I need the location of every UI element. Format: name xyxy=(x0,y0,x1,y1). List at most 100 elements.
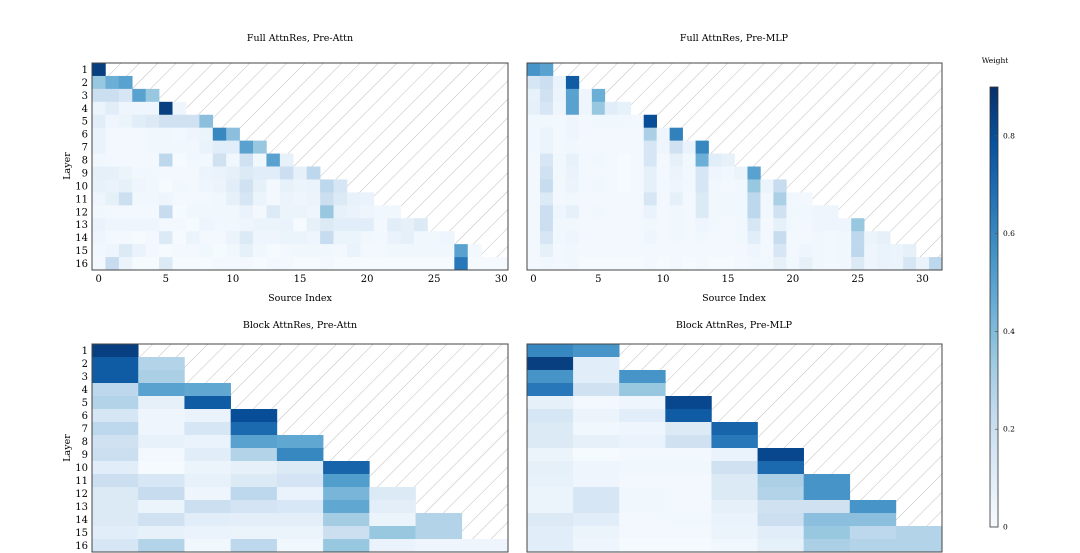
heatmap-cell xyxy=(253,153,267,167)
heatmap-cell xyxy=(266,257,281,271)
heatmap-cell xyxy=(630,153,645,167)
heatmap-cell xyxy=(799,231,813,245)
heatmap-cell xyxy=(565,179,580,193)
colorbar: Weight 0 0.2 0.4 0.6 0.8 xyxy=(982,56,1015,532)
heatmap-cell xyxy=(92,192,106,206)
heatmap-cell xyxy=(591,179,606,193)
heatmap-cell xyxy=(669,218,683,232)
heatmap-cell xyxy=(138,357,185,371)
heatmap-cell xyxy=(184,474,231,488)
heatmap-cell xyxy=(619,370,666,384)
heatmap-cell xyxy=(226,166,240,180)
heatmap-cell xyxy=(293,257,308,271)
heatmap-cell xyxy=(212,192,227,206)
heatmap-cell xyxy=(711,448,758,462)
heatmap-cell xyxy=(734,231,748,245)
y-tick-label: 14 xyxy=(75,233,88,244)
heatmap-cell xyxy=(185,153,200,167)
heatmap-cell xyxy=(825,244,839,258)
heatmap-cell xyxy=(565,244,580,258)
heatmap-cell xyxy=(159,153,173,167)
heatmap-cell xyxy=(226,244,240,258)
heatmap-cell xyxy=(360,218,375,232)
heatmap-cell xyxy=(199,244,214,258)
heatmap-cell xyxy=(159,114,173,128)
heatmap-cell xyxy=(527,409,574,423)
heatmap-cell xyxy=(669,244,683,258)
heatmap-cell xyxy=(105,192,120,206)
heatmap-cell xyxy=(747,231,761,245)
heatmap-cell xyxy=(711,487,758,501)
heatmap-cell xyxy=(838,231,852,245)
colorbar-tick-label: 0 xyxy=(1003,523,1008,532)
heatmap-cell xyxy=(279,257,294,271)
heatmap-cell xyxy=(239,192,254,206)
heatmap-cell xyxy=(276,474,324,488)
colorbar-tick-label: 0.6 xyxy=(1003,229,1015,238)
heatmap-cell xyxy=(333,244,348,258)
heatmap-cell xyxy=(578,101,593,116)
heatmap-cell xyxy=(617,257,632,271)
heatmap-cell xyxy=(669,127,683,141)
heatmap-cell xyxy=(711,539,758,553)
heatmap-cell xyxy=(454,257,469,271)
heatmap-cell xyxy=(159,257,173,271)
heatmap-cell xyxy=(239,179,254,193)
heatmap-cell xyxy=(552,153,567,167)
heatmap-cell xyxy=(721,153,735,167)
heatmap-cell xyxy=(360,205,375,219)
heatmap-cell xyxy=(293,205,308,219)
heatmap-cell xyxy=(630,179,645,193)
heatmap-cell xyxy=(212,140,227,154)
heatmap-cell xyxy=(665,487,712,501)
heatmap-cell xyxy=(199,114,214,128)
heatmap-cell xyxy=(105,257,120,271)
heatmap-cell xyxy=(400,257,415,271)
y-tick-label: 3 xyxy=(82,372,88,383)
heatmap-cell xyxy=(539,257,554,271)
heatmap-cell xyxy=(721,231,735,245)
heatmap-cell xyxy=(279,218,294,232)
heatmap-cell xyxy=(159,101,173,116)
heatmap-cell xyxy=(591,257,606,271)
heatmap-cell xyxy=(239,244,254,258)
heatmap-cell xyxy=(565,257,580,271)
heatmap-cell xyxy=(812,205,826,219)
heatmap-cell xyxy=(527,448,574,462)
heatmap-cell xyxy=(711,435,758,449)
heatmap-cell xyxy=(230,448,278,462)
heatmap-cell xyxy=(369,513,416,527)
heatmap-cell xyxy=(172,257,187,271)
heatmap-cell xyxy=(617,231,632,245)
heatmap-cell xyxy=(199,205,214,219)
heatmap-cell xyxy=(306,166,321,180)
heatmap-cell xyxy=(320,192,334,206)
heatmap-cell xyxy=(212,257,227,271)
heatmap-cell xyxy=(333,257,348,271)
heatmap-cell xyxy=(293,218,308,232)
heatmap-cell xyxy=(145,88,160,103)
heatmap-cell xyxy=(212,231,227,245)
heatmap-cell xyxy=(760,192,774,206)
heatmap-cell xyxy=(184,383,231,397)
panel-title: Full AttnRes, Pre-MLP xyxy=(680,33,789,44)
heatmap-cell xyxy=(895,526,943,540)
heatmap-cell xyxy=(323,500,370,514)
heatmap-cell xyxy=(323,461,370,475)
heatmap-cell xyxy=(721,179,735,193)
heatmap-cell xyxy=(132,114,146,128)
heatmap-cell xyxy=(230,513,278,527)
heatmap-cell xyxy=(825,205,839,219)
heatmap-cell xyxy=(619,422,666,436)
heatmap-cell xyxy=(159,231,173,245)
heatmap-cell xyxy=(323,487,370,501)
heatmap-cell xyxy=(373,257,388,271)
heatmap-cell xyxy=(253,218,267,232)
heatmap-cell xyxy=(346,231,361,245)
heatmap-cell xyxy=(400,218,415,232)
heatmap-cell xyxy=(669,205,683,219)
heatmap-cell xyxy=(695,244,709,258)
heatmap-cell xyxy=(320,179,334,193)
heatmap-cell xyxy=(185,114,200,128)
heatmap-cell xyxy=(578,166,593,180)
